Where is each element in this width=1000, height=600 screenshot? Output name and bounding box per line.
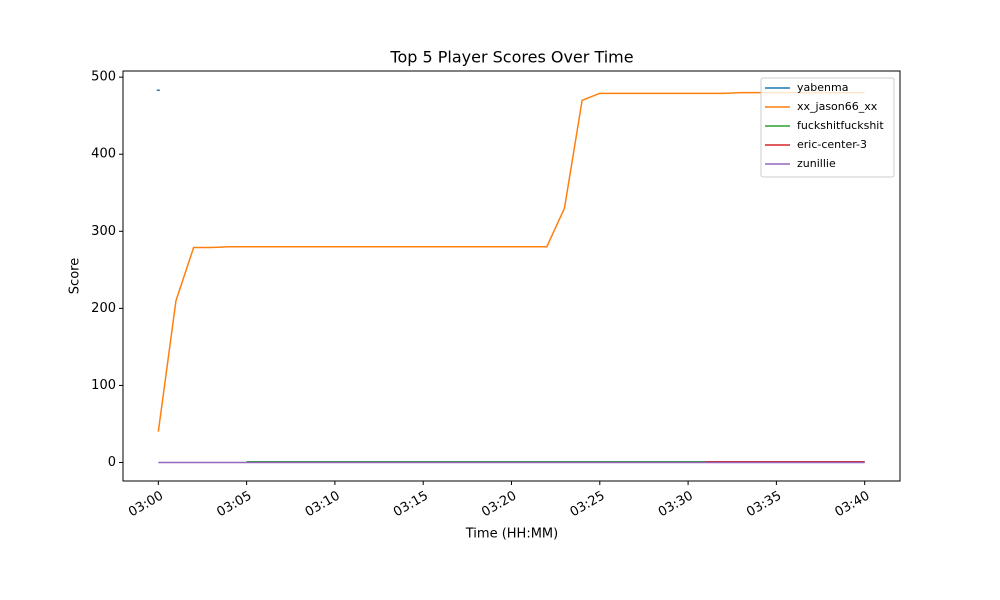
chart-title: Top 5 Player Scores Over Time (389, 48, 633, 67)
x-tick-label: 03:00 (126, 489, 166, 521)
y-tick-label: 100 (91, 378, 116, 393)
legend-box (760, 77, 895, 178)
legend-label: xx_jason66_xx (797, 100, 878, 113)
y-tick-label: 200 (91, 301, 116, 316)
x-tick-label: 03:15 (391, 489, 431, 521)
legend-label: yabenma (797, 81, 848, 94)
x-tick-label: 03:20 (479, 489, 519, 521)
x-tick-label: 03:05 (214, 489, 254, 521)
y-tick-label: 300 (91, 224, 116, 239)
x-axis-label: Time (HH:MM) (465, 527, 558, 542)
legend-label: fuckshitfuckshit (797, 119, 884, 132)
x-tick-label: 03:40 (832, 489, 872, 521)
y-tick-label: 500 (91, 70, 116, 85)
y-tick-label: 0 (108, 455, 116, 470)
y-axis-label: Score (68, 258, 83, 294)
x-tick-label: 03:30 (656, 489, 696, 521)
y-tick-label: 400 (91, 147, 116, 162)
series-line (157, 91, 865, 432)
legend-label: eric-center-3 (797, 138, 867, 151)
x-tick-label: 03:25 (568, 489, 608, 521)
x-tick-label: 03:10 (303, 489, 343, 521)
legend-label: zunillie (797, 157, 836, 170)
x-tick-label: 03:35 (744, 489, 784, 521)
legend: yabenma xx_jason66_xx fuckshitfuckshit eric… (760, 77, 895, 178)
